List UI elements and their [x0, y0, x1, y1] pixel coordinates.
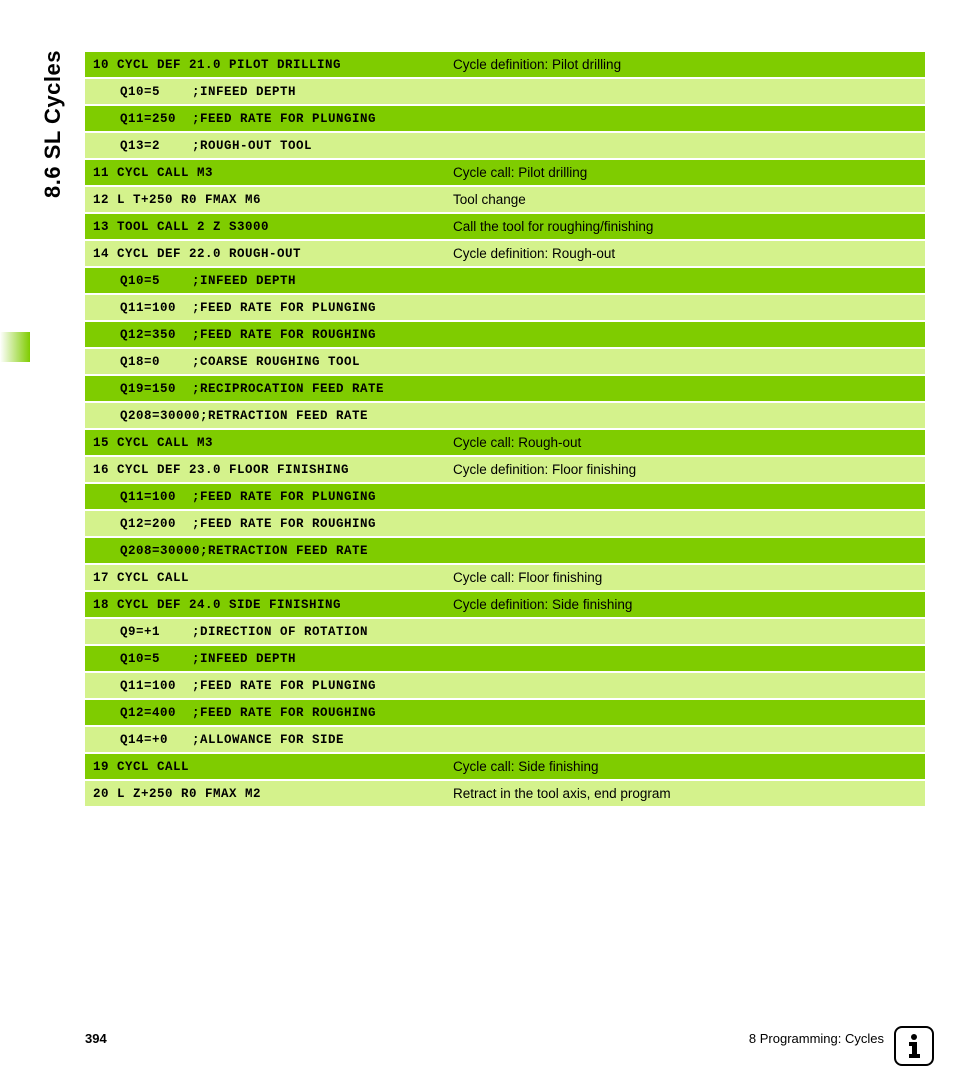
desc-cell: Cycle call: Floor finishing	[445, 566, 925, 589]
desc-cell: Cycle definition: Pilot drilling	[445, 53, 925, 76]
desc-cell	[445, 331, 925, 339]
table-row: Q208=30000;RETRACTION FEED RATE	[85, 403, 925, 428]
desc-cell	[445, 628, 925, 636]
code-cell: 10 CYCL DEF 21.0 PILOT DRILLING	[85, 54, 445, 76]
table-row: Q11=100 ;FEED RATE FOR PLUNGING	[85, 484, 925, 509]
table-row: Q208=30000;RETRACTION FEED RATE	[85, 538, 925, 563]
desc-cell: Tool change	[445, 188, 925, 211]
code-cell: Q10=5 ;INFEED DEPTH	[85, 270, 445, 292]
section-title: 8.6 SL Cycles	[40, 50, 66, 198]
desc-cell: Retract in the tool axis, end program	[445, 782, 925, 805]
table-row: Q9=+1 ;DIRECTION OF ROTATION	[85, 619, 925, 644]
table-row: Q11=100 ;FEED RATE FOR PLUNGING	[85, 673, 925, 698]
table-row: Q10=5 ;INFEED DEPTH	[85, 79, 925, 104]
code-cell: Q14=+0 ;ALLOWANCE FOR SIDE	[85, 729, 445, 751]
code-cell: Q10=5 ;INFEED DEPTH	[85, 648, 445, 670]
table-row: 11 CYCL CALL M3Cycle call: Pilot drillin…	[85, 160, 925, 185]
desc-cell	[445, 412, 925, 420]
table-row: Q11=250 ;FEED RATE FOR PLUNGING	[85, 106, 925, 131]
desc-cell	[445, 385, 925, 393]
table-row: 17 CYCL CALLCycle call: Floor finishing	[85, 565, 925, 590]
table-row: Q10=5 ;INFEED DEPTH	[85, 268, 925, 293]
desc-cell: Cycle definition: Rough-out	[445, 242, 925, 265]
table-row: Q13=2 ;ROUGH-OUT TOOL	[85, 133, 925, 158]
code-cell: 11 CYCL CALL M3	[85, 162, 445, 184]
code-cell: 16 CYCL DEF 23.0 FLOOR FINISHING	[85, 459, 445, 481]
table-row: 20 L Z+250 R0 FMAX M2Retract in the tool…	[85, 781, 925, 806]
table-row: Q12=350 ;FEED RATE FOR ROUGHING	[85, 322, 925, 347]
page-number: 394	[85, 1031, 107, 1046]
code-cell: 13 TOOL CALL 2 Z S3000	[85, 216, 445, 238]
table-row: Q12=200 ;FEED RATE FOR ROUGHING	[85, 511, 925, 536]
code-cell: Q13=2 ;ROUGH-OUT TOOL	[85, 135, 445, 157]
desc-cell	[445, 520, 925, 528]
desc-cell	[445, 88, 925, 96]
code-cell: 12 L T+250 R0 FMAX M6	[85, 189, 445, 211]
table-row: 12 L T+250 R0 FMAX M6Tool change	[85, 187, 925, 212]
code-cell: 15 CYCL CALL M3	[85, 432, 445, 454]
table-row: Q18=0 ;COARSE ROUGHING TOOL	[85, 349, 925, 374]
table-row: Q11=100 ;FEED RATE FOR PLUNGING	[85, 295, 925, 320]
code-cell: 20 L Z+250 R0 FMAX M2	[85, 783, 445, 805]
code-cell: Q12=400 ;FEED RATE FOR ROUGHING	[85, 702, 445, 724]
table-row: Q10=5 ;INFEED DEPTH	[85, 646, 925, 671]
table-row: Q12=400 ;FEED RATE FOR ROUGHING	[85, 700, 925, 725]
desc-cell	[445, 655, 925, 663]
table-row: Q14=+0 ;ALLOWANCE FOR SIDE	[85, 727, 925, 752]
desc-cell	[445, 115, 925, 123]
table-row: 16 CYCL DEF 23.0 FLOOR FINISHINGCycle de…	[85, 457, 925, 482]
code-cell: 19 CYCL CALL	[85, 756, 445, 778]
code-cell: Q208=30000;RETRACTION FEED RATE	[85, 405, 445, 427]
desc-cell	[445, 682, 925, 690]
desc-cell	[445, 358, 925, 366]
code-cell: Q18=0 ;COARSE ROUGHING TOOL	[85, 351, 445, 373]
info-icon	[894, 1026, 934, 1066]
table-row: Q19=150 ;RECIPROCATION FEED RATE	[85, 376, 925, 401]
desc-cell: Cycle definition: Floor finishing	[445, 458, 925, 481]
code-cell: Q11=250 ;FEED RATE FOR PLUNGING	[85, 108, 445, 130]
code-cell: Q208=30000;RETRACTION FEED RATE	[85, 540, 445, 562]
desc-cell	[445, 277, 925, 285]
program-table: 10 CYCL DEF 21.0 PILOT DRILLINGCycle def…	[85, 52, 925, 808]
code-cell: 18 CYCL DEF 24.0 SIDE FINISHING	[85, 594, 445, 616]
table-row: 19 CYCL CALLCycle call: Side finishing	[85, 754, 925, 779]
code-cell: 17 CYCL CALL	[85, 567, 445, 589]
desc-cell	[445, 304, 925, 312]
desc-cell	[445, 709, 925, 717]
desc-cell	[445, 142, 925, 150]
side-tab	[0, 332, 30, 362]
code-cell: Q11=100 ;FEED RATE FOR PLUNGING	[85, 297, 445, 319]
code-cell: Q9=+1 ;DIRECTION OF ROTATION	[85, 621, 445, 643]
code-cell: Q19=150 ;RECIPROCATION FEED RATE	[85, 378, 445, 400]
table-row: 18 CYCL DEF 24.0 SIDE FINISHINGCycle def…	[85, 592, 925, 617]
desc-cell: Cycle call: Pilot drilling	[445, 161, 925, 184]
table-row: 14 CYCL DEF 22.0 ROUGH-OUTCycle definiti…	[85, 241, 925, 266]
desc-cell: Cycle definition: Side finishing	[445, 593, 925, 616]
desc-cell	[445, 547, 925, 555]
desc-cell	[445, 736, 925, 744]
desc-cell: Cycle call: Rough-out	[445, 431, 925, 454]
code-cell: Q11=100 ;FEED RATE FOR PLUNGING	[85, 675, 445, 697]
desc-cell: Cycle call: Side finishing	[445, 755, 925, 778]
code-cell: 14 CYCL DEF 22.0 ROUGH-OUT	[85, 243, 445, 265]
row-spacer	[85, 806, 925, 808]
code-cell: Q10=5 ;INFEED DEPTH	[85, 81, 445, 103]
table-row: 13 TOOL CALL 2 Z S3000Call the tool for …	[85, 214, 925, 239]
desc-cell	[445, 493, 925, 501]
code-cell: Q12=350 ;FEED RATE FOR ROUGHING	[85, 324, 445, 346]
desc-cell: Call the tool for roughing/finishing	[445, 215, 925, 238]
table-row: 10 CYCL DEF 21.0 PILOT DRILLINGCycle def…	[85, 52, 925, 77]
chapter-label: 8 Programming: Cycles	[749, 1031, 884, 1046]
code-cell: Q11=100 ;FEED RATE FOR PLUNGING	[85, 486, 445, 508]
code-cell: Q12=200 ;FEED RATE FOR ROUGHING	[85, 513, 445, 535]
table-row: 15 CYCL CALL M3Cycle call: Rough-out	[85, 430, 925, 455]
